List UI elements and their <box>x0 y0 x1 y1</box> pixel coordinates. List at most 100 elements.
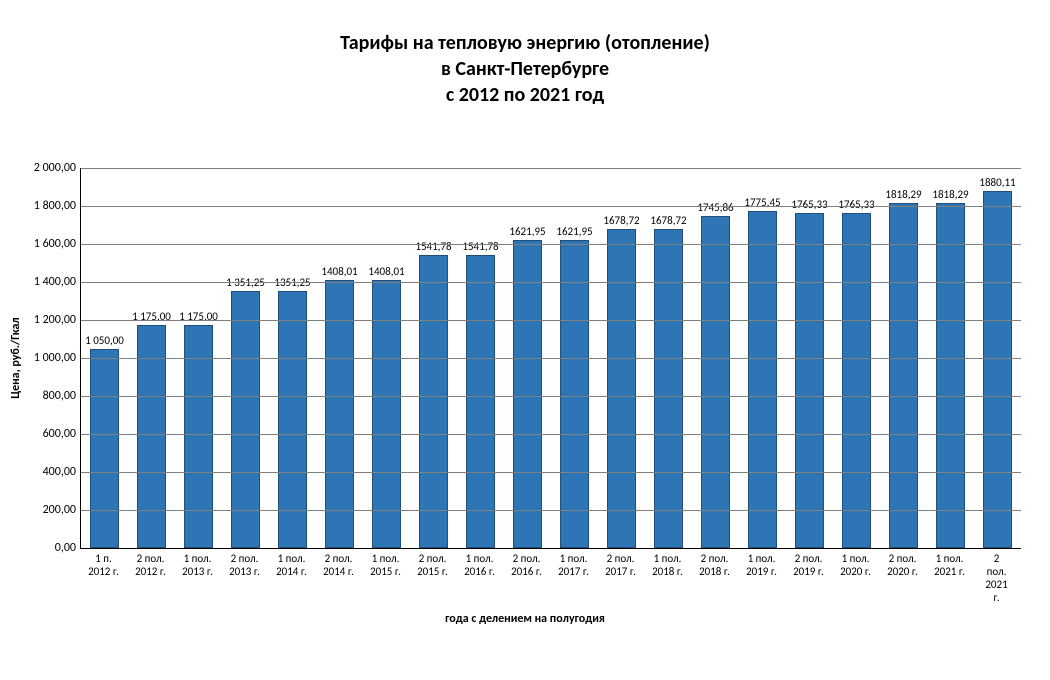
x-tick-label: 2 пол.2019 г. <box>793 552 824 578</box>
x-tick-label: 2 пол.2014 г. <box>323 552 354 578</box>
bar <box>795 213 823 548</box>
x-tick-label-line1: 1 пол. <box>746 552 777 565</box>
bar-value-label: 1408,01 <box>368 266 404 278</box>
bar-value-label: 1765,33 <box>791 199 827 211</box>
y-tick-label: 800,00 <box>6 390 76 402</box>
bar-value-label: 1818,29 <box>885 189 921 201</box>
y-tick-label: 1 000,00 <box>6 352 76 364</box>
x-tick-label: 2 пол.2018 г. <box>699 552 730 578</box>
y-tick-label: 200,00 <box>6 504 76 516</box>
bar-value-label: 1678,72 <box>650 215 686 227</box>
y-tick-label: 1 200,00 <box>6 314 76 326</box>
x-tick-label: 2 пол.2015 г. <box>417 552 448 578</box>
x-tick-label: 1 пол.2014 г. <box>276 552 307 578</box>
x-tick-label-line2: 2015 г. <box>370 565 401 578</box>
y-axis-tick-labels: 0,00200,00400,00600,00800,001 000,001 20… <box>0 168 80 548</box>
chart-title: Тарифы на тепловую энергию (отопление) в… <box>0 30 1050 108</box>
y-tick-label: 1 800,00 <box>6 200 76 212</box>
bar <box>701 216 729 548</box>
x-tick-label-line1: 2 пол. <box>511 552 542 565</box>
y-tick-label: 0,00 <box>6 542 76 554</box>
x-tick-label-line1: 1 пол. <box>934 552 965 565</box>
x-tick-label-line2: 2018 г. <box>652 565 683 578</box>
y-tick-label: 1 600,00 <box>6 238 76 250</box>
x-tick-label-line2: 2012 г. <box>135 565 166 578</box>
bar-value-label: 1541,78 <box>415 241 451 253</box>
x-tick-label: 1 пол.2016 г. <box>464 552 495 578</box>
x-axis-tick-labels: 1 п.2012 г.2 пол.2012 г.1 пол.2013 г.2 п… <box>80 552 1020 592</box>
x-tick-label-line1: 2 пол. <box>417 552 448 565</box>
chart-title-line-1: Тарифы на тепловую энергию (отопление) <box>0 30 1050 56</box>
x-tick-label: 1 пол.2020 г. <box>840 552 871 578</box>
bar-value-label: 1678,72 <box>603 215 639 227</box>
x-tick-label-line1: 2 пол. <box>229 552 260 565</box>
x-axis-title: года с делением на полугодия <box>0 612 1050 626</box>
plot-area: 1 050,001 175,001 175,001 351,251351,251… <box>80 168 1021 549</box>
bar <box>889 203 917 548</box>
bar-value-label: 1880,11 <box>979 177 1015 189</box>
chart-title-line-3: с 2012 по 2021 год <box>0 82 1050 108</box>
gridline <box>81 434 1021 435</box>
x-tick-label: 1 пол.2013 г. <box>182 552 213 578</box>
x-tick-label-line2: 2014 г. <box>323 565 354 578</box>
bar-value-label: 1818,29 <box>932 189 968 201</box>
x-tick-label: 2 пол.2020 г. <box>887 552 918 578</box>
gridline <box>81 358 1021 359</box>
bar <box>90 349 118 549</box>
x-tick-label-line1: 1 пол. <box>558 552 589 565</box>
x-tick-label-line1: 1 пол. <box>464 552 495 565</box>
bar-value-label: 1621,95 <box>509 226 545 238</box>
bar <box>654 229 682 548</box>
x-tick-label-line1: 1 п. <box>88 552 119 565</box>
x-tick-label-line1: 1 пол. <box>276 552 307 565</box>
x-tick-label-line2: 2013 г. <box>182 565 213 578</box>
x-tick-label-line2: 2021 г. <box>934 565 965 578</box>
x-tick-label-line1: 1 пол. <box>652 552 683 565</box>
x-tick-label: 2 пол.2012 г. <box>135 552 166 578</box>
x-tick-label-line2: 2014 г. <box>276 565 307 578</box>
x-tick-label-line1: 2 пол. <box>323 552 354 565</box>
x-tick-label: 1 пол.2018 г. <box>652 552 683 578</box>
x-tick-label: 1 пол.2019 г. <box>746 552 777 578</box>
bar <box>842 213 870 548</box>
x-tick-label-line2: 2013 г. <box>229 565 260 578</box>
x-tick-label: 2 пол.2017 г. <box>605 552 636 578</box>
x-tick-label-line1: 2 пол. <box>985 552 1009 578</box>
y-tick-label: 400,00 <box>6 466 76 478</box>
bar <box>513 240 541 548</box>
x-tick-label-line1: 2 пол. <box>135 552 166 565</box>
x-tick-label-line1: 1 пол. <box>182 552 213 565</box>
bar <box>607 229 635 548</box>
x-tick-label-line1: 2 пол. <box>793 552 824 565</box>
x-tick-label-line2: 2016 г. <box>464 565 495 578</box>
bar-value-label: 1621,95 <box>556 226 592 238</box>
x-tick-label-line2: 2020 г. <box>887 565 918 578</box>
bar-value-label: 1745,86 <box>697 202 733 214</box>
x-tick-label: 2 пол.2016 г. <box>511 552 542 578</box>
bar-value-label: 1 351,25 <box>226 277 265 289</box>
x-tick-label-line2: 2012 г. <box>88 565 119 578</box>
bar-value-label: 1765,33 <box>838 199 874 211</box>
gridline <box>81 472 1021 473</box>
x-tick-label-line1: 2 пол. <box>699 552 730 565</box>
x-tick-label-line2: 2017 г. <box>558 565 589 578</box>
gridline <box>81 510 1021 511</box>
y-tick-label: 1 400,00 <box>6 276 76 288</box>
bar-value-label: 1351,25 <box>274 277 310 289</box>
x-tick-label-line2: 2015 г. <box>417 565 448 578</box>
chart-page: Тарифы на тепловую энергию (отопление) в… <box>0 0 1050 680</box>
bar <box>560 240 588 548</box>
gridline <box>81 206 1021 207</box>
x-tick-label: 1 пол.2021 г. <box>934 552 965 578</box>
x-tick-label: 1 п.2012 г. <box>88 552 119 578</box>
x-tick-label: 1 пол.2017 г. <box>558 552 589 578</box>
bar <box>419 255 447 548</box>
gridline <box>81 282 1021 283</box>
x-tick-label-line1: 1 пол. <box>840 552 871 565</box>
x-tick-label: 2 пол.2021 г. <box>985 552 1009 604</box>
x-tick-label-line2: 2016 г. <box>511 565 542 578</box>
bar-value-label: 1541,78 <box>462 241 498 253</box>
x-tick-label-line2: 2019 г. <box>746 565 777 578</box>
x-tick-label: 2 пол.2013 г. <box>229 552 260 578</box>
x-tick-label: 1 пол.2015 г. <box>370 552 401 578</box>
